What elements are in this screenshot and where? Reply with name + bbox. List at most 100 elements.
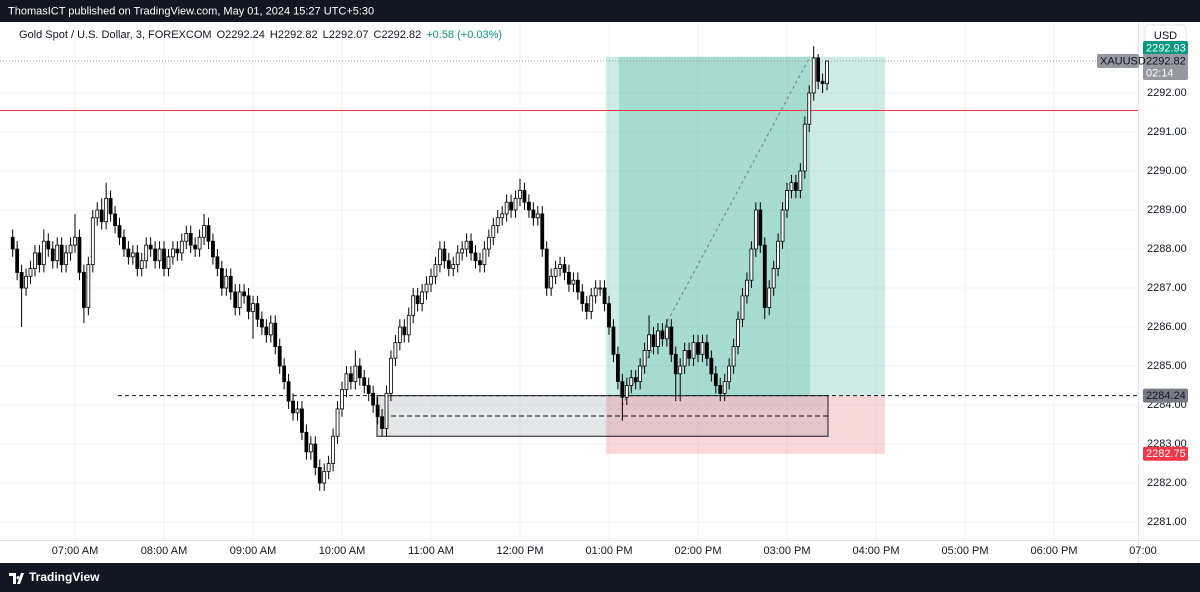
x-tick-label: 08:00 AM: [141, 545, 187, 557]
candle-body: [33, 252, 37, 269]
candle-body: [99, 209, 104, 223]
candle-body: [206, 225, 211, 242]
currency-label[interactable]: USD: [1154, 30, 1177, 42]
candle-body: [580, 291, 585, 305]
last-price-label-box: [1143, 54, 1188, 69]
y-tick-label: 2281.00: [1147, 516, 1187, 528]
candle-body: [535, 213, 540, 219]
candle-body: [28, 268, 33, 277]
x-tick-label: 11:00 AM: [408, 545, 454, 557]
candle-body: [571, 279, 576, 285]
legend-value: +0.58 (+0.03%): [426, 29, 502, 41]
countdown-label: 02:14: [1146, 67, 1174, 79]
candle-body: [424, 283, 429, 293]
candle-body: [753, 209, 758, 250]
candle-body: [469, 240, 473, 254]
candle-body: [794, 182, 798, 191]
candle-body: [509, 201, 514, 211]
candle-body: [464, 240, 469, 250]
candle-body: [148, 244, 153, 250]
candle-body: [255, 303, 260, 320]
candle-body: [553, 268, 558, 277]
candle-body: [446, 260, 451, 269]
candle-body: [277, 346, 282, 367]
candle-body: [68, 244, 73, 254]
candle-body: [317, 467, 322, 484]
candle-body: [308, 443, 313, 453]
candle-body: [331, 435, 336, 464]
candle-body: [522, 190, 527, 203]
candle-body: [696, 342, 700, 355]
candle-body: [411, 295, 416, 316]
candle-body: [633, 377, 638, 383]
legend-value: H2292.82: [270, 29, 318, 41]
candle-body: [348, 373, 353, 383]
candle-body: [816, 57, 821, 82]
x-tick-label: 07:00: [1129, 545, 1157, 557]
candle-body: [437, 248, 442, 266]
candle-body: [389, 357, 393, 394]
y-tick-label: 2282.00: [1147, 477, 1187, 489]
candle-body: [740, 295, 745, 320]
candle-body: [691, 342, 696, 359]
candle-body: [433, 264, 438, 277]
candle-body: [295, 408, 300, 414]
candle-body: [629, 377, 634, 386]
candle-body: [745, 279, 749, 297]
candle-body: [669, 326, 674, 355]
candle-body: [113, 213, 117, 227]
candle-body: [651, 334, 656, 347]
y-tick-label: 2290.00: [1147, 165, 1187, 177]
candle-body: [709, 357, 714, 375]
candle-body: [219, 268, 224, 289]
bottom-bar: [0, 563, 1200, 592]
candle-body: [736, 318, 740, 347]
candle-body: [820, 80, 825, 85]
candle-body: [259, 318, 264, 328]
y-tick-label: 2292.00: [1147, 87, 1187, 99]
candle-body: [700, 342, 705, 355]
candle-body: [705, 342, 709, 359]
candle-body: [531, 209, 536, 219]
candle-body: [188, 233, 193, 246]
candle-body: [460, 248, 465, 254]
countdown-label-box: [1143, 66, 1188, 81]
candle-body: [117, 225, 122, 238]
x-tick-label: 04:00 PM: [852, 545, 899, 557]
x-tick-label: 07:00 AM: [52, 545, 98, 557]
candle-body: [420, 291, 425, 305]
candle-body: [598, 287, 602, 290]
candle-body: [237, 291, 242, 308]
x-tick-label: 05:00 PM: [941, 545, 988, 557]
candle-body: [166, 256, 171, 269]
candle-body: [15, 248, 20, 273]
candle-body: [233, 291, 238, 308]
x-tick-label: 09:00 AM: [230, 545, 276, 557]
candle-body: [406, 314, 411, 336]
candle-body: [664, 326, 669, 340]
candle-body: [380, 416, 384, 429]
candle-body: [175, 248, 180, 254]
candle-body: [59, 244, 64, 266]
candle-body: [170, 248, 175, 258]
candle-body: [313, 443, 318, 468]
x-tick-label: 06:00 PM: [1030, 545, 1077, 557]
candle-body: [540, 213, 545, 250]
candle-body: [807, 92, 812, 125]
candle-body: [64, 252, 68, 266]
y-tick-label: 2291.00: [1147, 126, 1187, 138]
candle-body: [224, 275, 229, 289]
candle-body: [335, 408, 340, 437]
candle-body: [451, 264, 456, 269]
candle-body: [82, 272, 86, 308]
candle-body: [567, 272, 571, 285]
candle-body: [415, 295, 420, 305]
candle-body: [144, 244, 149, 262]
candle-body: [397, 326, 402, 344]
candle-body: [607, 303, 611, 328]
candle-body: [24, 275, 28, 289]
x-tick-label: 01:00 PM: [585, 545, 632, 557]
candle-body: [647, 334, 651, 351]
candle-body: [130, 252, 135, 258]
candle-body: [660, 330, 665, 340]
